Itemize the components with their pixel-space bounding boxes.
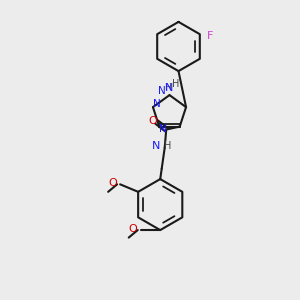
Text: N: N (153, 99, 160, 109)
Text: O: O (129, 224, 138, 235)
Text: H: H (165, 83, 171, 92)
Text: H: H (172, 79, 179, 89)
Text: N: N (152, 141, 160, 151)
Text: O: O (108, 178, 117, 188)
Text: N: N (158, 86, 166, 97)
Text: O: O (149, 116, 158, 126)
Text: H: H (164, 141, 171, 151)
Text: F: F (207, 31, 214, 41)
Text: N: N (159, 124, 167, 134)
Text: N: N (165, 82, 173, 93)
